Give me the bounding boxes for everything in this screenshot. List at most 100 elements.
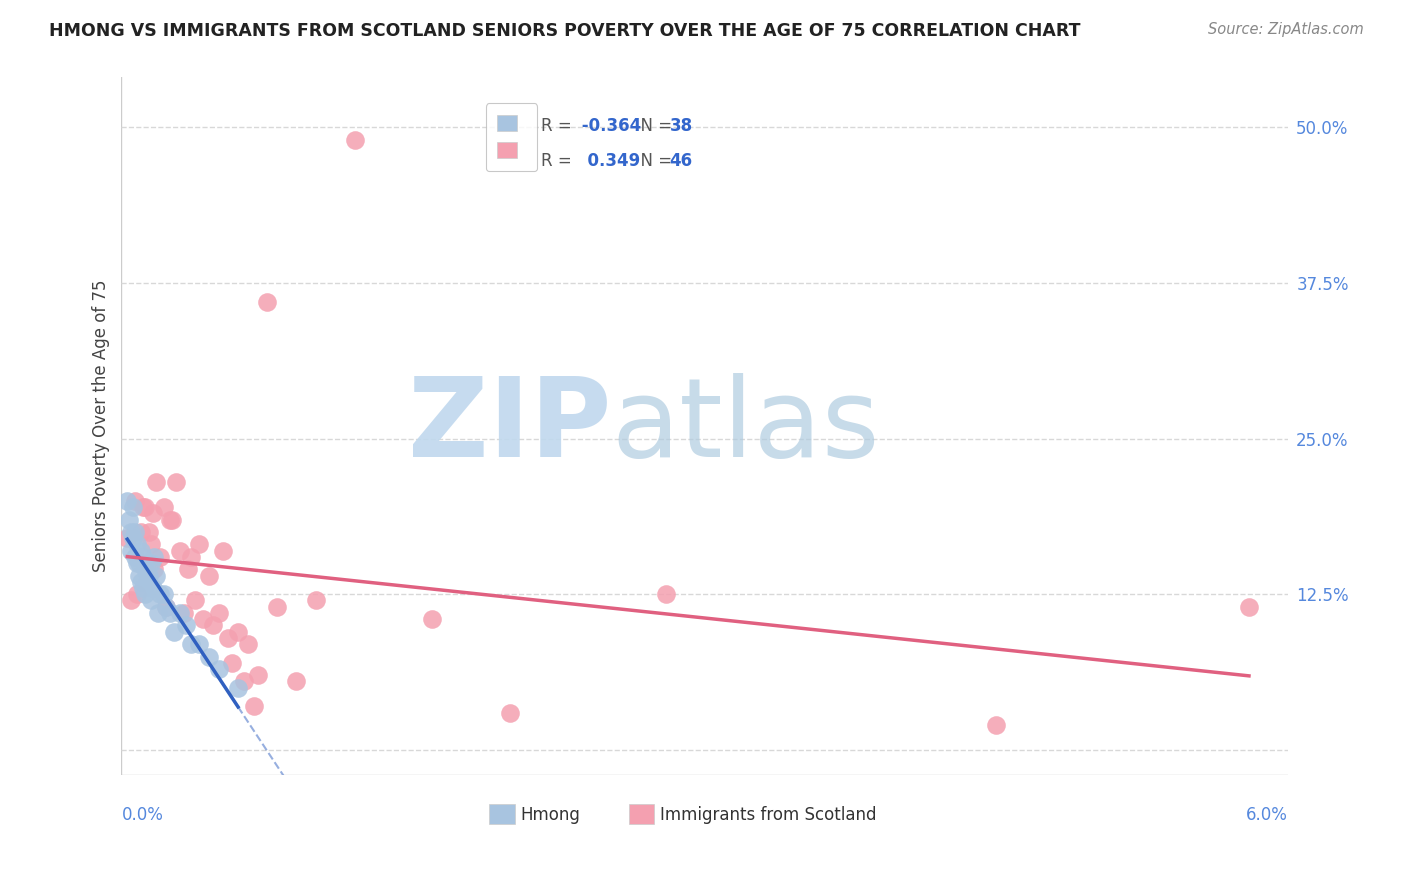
Point <box>169 606 191 620</box>
Point <box>165 475 187 490</box>
Text: 38: 38 <box>669 117 693 136</box>
Point <box>149 549 172 564</box>
Point <box>180 637 202 651</box>
Point <box>143 562 166 576</box>
Point <box>122 500 145 514</box>
Point <box>125 556 148 570</box>
Text: 0.349: 0.349 <box>576 153 641 170</box>
Point <box>124 549 146 564</box>
Point <box>208 662 231 676</box>
Point <box>191 612 214 626</box>
Point <box>153 587 176 601</box>
Point <box>173 606 195 620</box>
Point <box>125 537 148 551</box>
Point <box>129 574 152 589</box>
Point <box>285 674 308 689</box>
Point <box>160 512 183 526</box>
Point <box>499 706 522 720</box>
Text: Immigrants from Scotland: Immigrants from Scotland <box>661 805 877 823</box>
Text: ZIP: ZIP <box>408 373 612 480</box>
Point <box>149 587 172 601</box>
Point <box>128 556 150 570</box>
Point <box>132 549 155 564</box>
Point <box>117 531 139 545</box>
Point <box>208 606 231 620</box>
Point <box>201 618 224 632</box>
Text: R =: R = <box>541 153 578 170</box>
Point <box>211 543 233 558</box>
Point <box>129 524 152 539</box>
Point <box>174 618 197 632</box>
Point <box>163 624 186 639</box>
Point <box>986 718 1008 732</box>
Text: 0.0%: 0.0% <box>121 806 163 824</box>
FancyBboxPatch shape <box>489 804 515 823</box>
Text: R =: R = <box>541 117 578 136</box>
Point <box>120 593 142 607</box>
Point <box>188 537 211 551</box>
Text: 6.0%: 6.0% <box>1246 806 1288 824</box>
Point <box>246 668 269 682</box>
Point <box>1237 599 1260 614</box>
Legend: , : , <box>485 103 537 171</box>
Point <box>256 294 278 309</box>
Point <box>198 568 221 582</box>
Point <box>139 593 162 607</box>
Point <box>129 543 152 558</box>
Point <box>134 500 156 514</box>
Point <box>198 649 221 664</box>
Point <box>184 593 207 607</box>
Point <box>242 699 264 714</box>
Point <box>145 475 167 490</box>
Point <box>236 637 259 651</box>
Text: Hmong: Hmong <box>520 805 581 823</box>
Text: atlas: atlas <box>612 373 880 480</box>
Point <box>226 681 249 695</box>
Point <box>139 537 162 551</box>
Point <box>155 599 177 614</box>
Point <box>141 581 163 595</box>
Point <box>145 568 167 582</box>
Text: N =: N = <box>630 117 678 136</box>
Point <box>188 637 211 651</box>
Point <box>120 543 142 558</box>
Point <box>124 493 146 508</box>
Point <box>221 656 243 670</box>
Point <box>155 599 177 614</box>
Point <box>141 506 163 520</box>
Point <box>118 512 141 526</box>
Point <box>132 500 155 514</box>
Point <box>343 133 366 147</box>
Text: -0.364: -0.364 <box>576 117 641 136</box>
Point <box>132 581 155 595</box>
Point <box>138 524 160 539</box>
Point <box>226 624 249 639</box>
Point <box>305 593 328 607</box>
Point <box>122 531 145 545</box>
Point <box>655 587 678 601</box>
Y-axis label: Seniors Poverty Over the Age of 75: Seniors Poverty Over the Age of 75 <box>93 280 110 573</box>
Point <box>120 524 142 539</box>
Point <box>422 612 444 626</box>
Point <box>217 631 239 645</box>
Point <box>134 587 156 601</box>
Text: 46: 46 <box>669 153 693 170</box>
Point <box>134 562 156 576</box>
Text: Source: ZipAtlas.com: Source: ZipAtlas.com <box>1208 22 1364 37</box>
Point <box>138 568 160 582</box>
Point <box>143 549 166 564</box>
Point <box>159 606 181 620</box>
FancyBboxPatch shape <box>628 804 655 823</box>
Text: HMONG VS IMMIGRANTS FROM SCOTLAND SENIORS POVERTY OVER THE AGE OF 75 CORRELATION: HMONG VS IMMIGRANTS FROM SCOTLAND SENIOR… <box>49 22 1081 40</box>
Point <box>135 574 157 589</box>
Point <box>180 549 202 564</box>
Point <box>176 562 198 576</box>
Point <box>159 512 181 526</box>
Text: N =: N = <box>630 153 678 170</box>
Point <box>125 587 148 601</box>
Point <box>139 556 162 570</box>
Point <box>266 599 288 614</box>
Point <box>124 524 146 539</box>
Point <box>117 493 139 508</box>
Point <box>169 543 191 558</box>
